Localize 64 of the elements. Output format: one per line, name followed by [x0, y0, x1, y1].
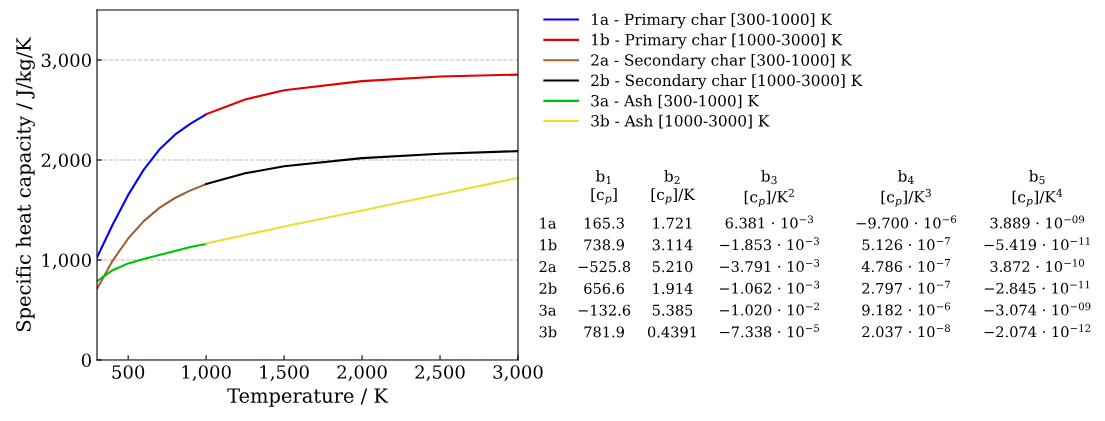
x-tick-label: 3,000 [493, 365, 543, 382]
x-tick-label: 1,500 [260, 365, 309, 382]
text: 2a [539, 261, 557, 273]
text: 5.210 [652, 261, 693, 273]
text: 5.385 [652, 304, 693, 316]
y-tick-label: 2,000 [41, 153, 91, 170]
text: 2b [539, 282, 557, 294]
text: 0.4391 [647, 326, 696, 338]
line-series [205, 176, 518, 245]
text: 2.037 · 10$^{−8}$ [862, 324, 950, 338]
text: −1.020 · 10$^{−2}$ [719, 302, 819, 316]
text: b$_{5}$ [c$_{p}$]/K$^{4}$ [1012, 170, 1063, 207]
text: 781.9 [584, 326, 624, 338]
legend-label: 1a - Primary char [300-1000] K [592, 13, 833, 29]
text: −1.062 · 10$^{−3}$ [719, 280, 820, 294]
x-tick-label: 1,000 [182, 365, 231, 382]
text: b$_{4}$ [c$_{p}$]/K$^{3}$ [881, 170, 931, 207]
text: −2.845 · 10$^{−11}$ [984, 280, 1090, 294]
text: −7.338 · 10$^{−5}$ [720, 324, 820, 338]
text: b$_{1}$ [c$_{p}$] [591, 170, 617, 205]
text: 656.6 [584, 282, 625, 294]
text: −132.6 [578, 304, 631, 316]
line-series [97, 183, 208, 290]
x-axis-title: Temperature / K [227, 388, 389, 407]
x-tick-label: 2,000 [337, 365, 387, 382]
line-series [97, 113, 208, 259]
text: 1.721 [653, 217, 692, 229]
x-tick-label: 2,500 [415, 365, 465, 382]
text: −9.700 · 10$^{−6}$ [856, 215, 957, 229]
y-tick-label: 0 [81, 353, 91, 368]
text: −2.074 · 10$^{−12}$ [984, 324, 1091, 338]
legend-label: 2a - Secondary char [300-1000] K [591, 53, 852, 69]
text: 6.381 · 10$^{−3}$ [725, 215, 814, 229]
text: −3.791 · 10$^{−3}$ [719, 258, 820, 273]
text: 3.114 [652, 239, 693, 251]
text: 5.126 · 10$^{−7}$ [862, 237, 950, 251]
text: 9.182 · 10$^{−6}$ [862, 302, 951, 316]
text: 738.9 [584, 239, 624, 251]
text: 3.889 · 10$^{−09}$ [990, 215, 1085, 229]
text: 3b [539, 326, 557, 338]
x-tick-label: 500 [112, 365, 145, 379]
line-series [97, 242, 208, 283]
text: 4.786 · 10$^{−7}$ [861, 259, 950, 273]
y-tick-label: 3,000 [41, 53, 91, 70]
text: 1a [540, 217, 557, 229]
legend-label: 3b - Ash [1000-3000] K [591, 114, 770, 129]
text: b$_{2}$ [c$_{p}$]/K [651, 170, 695, 205]
text: −1.853 · 10$^{−3}$ [720, 237, 819, 251]
text: −5.419 · 10$^{−11}$ [984, 237, 1090, 251]
y-tick-label: 1,000 [42, 253, 91, 270]
text: 165.3 [585, 217, 624, 229]
text: b$_{3}$ [c$_{p}$]/K$^{2}$ [744, 170, 794, 207]
y-axis-title: Specific heat capacity / J/kg/K [15, 36, 35, 332]
legend-label: 3a - Ash [300-1000] K [591, 94, 760, 109]
legend-label: 2b - Secondary char [1000-3000] K [591, 74, 863, 90]
line-series [205, 73, 518, 116]
text: −525.8 [578, 261, 631, 273]
legend-label: 1b - Primary char [1000-3000] K [592, 33, 843, 49]
text: 1.914 [653, 282, 693, 294]
text: 1b [540, 239, 557, 251]
text: 3a [539, 304, 557, 316]
text: 3.872 · 10$^{−10}$ [990, 258, 1085, 273]
text: 2.797 · 10$^{−7}$ [862, 280, 950, 294]
text: −3.074 · 10$^{−09}$ [984, 302, 1091, 316]
